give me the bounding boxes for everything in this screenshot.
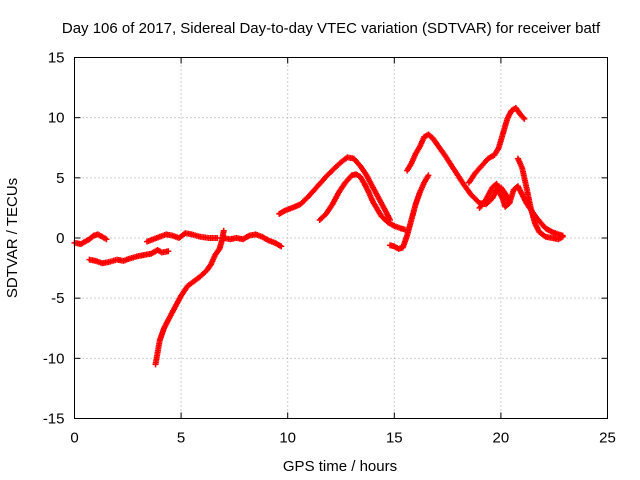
y-tick-label: -15	[43, 411, 65, 428]
x-tick-label: 10	[279, 430, 296, 447]
y-tick-label: 15	[48, 50, 65, 67]
x-tick-label: 15	[386, 430, 403, 447]
y-tick-label: 5	[56, 170, 64, 187]
x-tick-label: 0	[70, 430, 78, 447]
y-axis-label: SDTVAR / TECUs	[4, 178, 21, 298]
data-point	[103, 236, 110, 243]
y-tick-label: 0	[56, 230, 64, 247]
data-point	[559, 233, 566, 240]
data-point	[278, 243, 285, 250]
y-tick-label: -10	[43, 350, 65, 367]
y-tick-label: -5	[51, 290, 64, 307]
x-tick-label: 20	[493, 430, 510, 447]
x-tick-label: 25	[599, 430, 616, 447]
data-point	[165, 248, 172, 255]
axis-ticks: 0 5 10 15 20 25 -15 -10 -5 0 5 10 15	[43, 50, 616, 447]
data-point	[220, 227, 227, 234]
chart-title: Day 106 of 2017, Sidereal Day-to-day VTE…	[62, 20, 601, 37]
x-axis-label: GPS time / hours	[283, 458, 397, 475]
data-point	[425, 172, 432, 179]
data-point	[521, 115, 528, 122]
x-tick-label: 5	[177, 430, 185, 447]
data-points	[71, 105, 566, 368]
y-tick-label: 10	[48, 110, 65, 127]
data-point	[520, 114, 527, 121]
